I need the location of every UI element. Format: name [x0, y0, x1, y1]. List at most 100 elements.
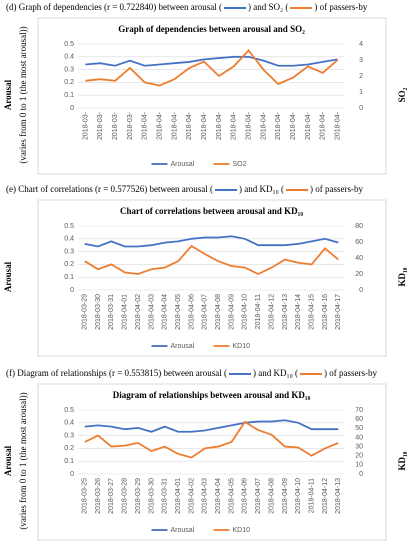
legend-label: Arousal — [171, 161, 195, 168]
series-line — [84, 244, 339, 275]
legend-label: KD10 — [233, 527, 251, 534]
y2-tick-label: 40 — [355, 255, 363, 262]
y2-tick-label: 0 — [359, 287, 363, 294]
y-tick-label: 0.2 — [64, 79, 74, 86]
x-tick-label: 2018-04- — [320, 111, 327, 140]
chart-title: Diagram of relationships between arousal… — [113, 390, 311, 400]
legend-label: Arousal — [171, 343, 195, 350]
caption-text: ) and SO₂ ( — [248, 2, 289, 12]
y-tick-label: 0.5 — [64, 407, 74, 414]
y-tick-label: 0.1 — [64, 274, 74, 281]
caption-text: (d) Graph of dependencies (r = 0.722840)… — [6, 2, 222, 12]
legend-label: KD10 — [233, 343, 251, 350]
x-tick-label: 2018-04-13 — [335, 478, 342, 514]
x-tick-label: 2018-04-12 — [268, 294, 275, 330]
x-tick-label: 2018-04-17 — [335, 294, 342, 330]
y-tick-label: 0.4 — [64, 420, 74, 427]
y2-tick-label: 50 — [355, 425, 363, 432]
y-tick-label: 0 — [70, 471, 74, 478]
caption-text: ) of passers-by — [324, 368, 378, 378]
y2-tick-label: 4 — [359, 41, 363, 48]
y2-tick-label: 70 — [355, 407, 363, 414]
y2-axis-label: KD₁₀ — [397, 267, 407, 286]
x-tick-label: 2018-04-04 — [162, 294, 169, 330]
x-tick-label: 2018-04- — [334, 111, 341, 140]
x-tick-label: 2018-04-11 — [308, 478, 315, 513]
x-tick-label: 2018-04-09 — [228, 294, 235, 330]
x-tick-label: 2018-03-27 — [108, 478, 115, 514]
x-tick-label: 2018-04-09 — [282, 478, 289, 514]
x-tick-label: 2018-04-07 — [202, 294, 209, 330]
y-axis-label: Arousal — [3, 79, 13, 110]
y2-tick-label: 0 — [359, 471, 363, 478]
caption-icon — [215, 188, 237, 192]
y2-tick-label: 2 — [359, 73, 363, 80]
x-tick-label: 2018-03- — [82, 111, 89, 140]
x-tick-label: 2018-03- — [112, 111, 119, 140]
x-tick-label: 2018-04- — [305, 111, 312, 140]
x-tick-label: 2018-03-30 — [148, 478, 155, 514]
y-tick-label: 0.1 — [64, 458, 74, 465]
y2-tick-label: 40 — [355, 434, 363, 441]
x-tick-label: 2018-04-02 — [188, 478, 195, 514]
x-tick-label: 2018-04- — [231, 111, 238, 140]
y2-tick-label: 20 — [355, 453, 363, 460]
y-tick-label: 0 — [70, 287, 74, 294]
y-axis-note: (varies from 0 to 1 (the most arousal)) — [18, 26, 28, 163]
y2-tick-label: 3 — [359, 57, 363, 64]
caption-icon — [290, 6, 313, 10]
caption: (f) Diagram of relationships (r = 0.5538… — [6, 368, 377, 378]
x-tick-label: 2018-03- — [97, 111, 104, 140]
y2-tick-label: 30 — [355, 443, 363, 450]
y2-tick-label: 60 — [355, 239, 363, 246]
caption-text: (e) Chart of correlations (r = 0.577526)… — [6, 184, 213, 194]
y-tick-label: 0.1 — [64, 92, 74, 99]
y2-tick-label: 60 — [355, 416, 363, 423]
x-tick-label: 2018-04-10 — [242, 294, 249, 330]
x-tick-label: 2018-04-03 — [148, 294, 155, 330]
x-tick-label: 2018-04-15 — [308, 294, 315, 330]
x-tick-label: 2018-04- — [216, 111, 223, 140]
x-tick-label: 2018-04-01 — [122, 294, 129, 330]
x-tick-label: 2018-04-08 — [215, 294, 222, 330]
caption-icon — [224, 6, 246, 10]
x-tick-label: 2018-04-06 — [188, 294, 195, 330]
x-tick-label: 2018-04-12 — [322, 478, 329, 514]
x-tick-label: 2018-04- — [171, 111, 178, 140]
y-tick-label: 0.3 — [64, 248, 74, 255]
chart-frame — [37, 199, 387, 357]
y2-tick-label: 0 — [359, 105, 363, 112]
x-tick-label: 2018-04-07 — [255, 478, 262, 514]
x-tick-label: 2018-03-29 — [82, 294, 89, 330]
x-tick-label: 2018-04- — [156, 111, 163, 140]
x-tick-label: 2018-03-29 — [135, 478, 142, 514]
x-tick-label: 2018-04- — [260, 111, 267, 140]
y-tick-label: 0.2 — [64, 261, 74, 268]
y-axis-note: (varies from 0 to 1 (the most arousal)) — [18, 392, 28, 529]
caption-text: ) and KD₁₀ ( — [239, 184, 285, 194]
y2-tick-label: 10 — [355, 462, 363, 469]
x-tick-label: 2018-04-13 — [282, 294, 289, 330]
caption-text: ) of passers-by — [310, 184, 364, 194]
y2-tick-label: 1 — [359, 89, 363, 96]
caption-text: ) of passers-by — [314, 2, 368, 12]
y-tick-label: 0.4 — [64, 54, 74, 61]
x-tick-label: 2018-04-02 — [135, 294, 142, 330]
series-line — [85, 55, 338, 67]
caption-text: ) and KD₁₀ ( — [253, 368, 299, 378]
y2-axis-label: KD₁₀ — [397, 451, 407, 470]
caption: (e) Chart of correlations (r = 0.577526)… — [6, 184, 363, 194]
caption-icon — [286, 188, 309, 192]
chart-frame — [37, 17, 387, 175]
x-tick-label: 2018-04-01 — [175, 478, 182, 514]
y2-axis-label: SO₂ — [397, 87, 407, 102]
x-tick-label: 2018-03-28 — [122, 478, 129, 514]
x-tick-label: 2018-04- — [290, 111, 297, 140]
y-tick-label: 0.2 — [64, 445, 74, 452]
x-tick-label: 2018-04- — [245, 111, 252, 140]
x-tick-label: 2018-03-25 — [82, 478, 89, 514]
y-tick-label: 0.5 — [64, 41, 74, 48]
x-tick-label: 2018-04- — [275, 111, 282, 140]
caption-icon — [300, 372, 323, 376]
